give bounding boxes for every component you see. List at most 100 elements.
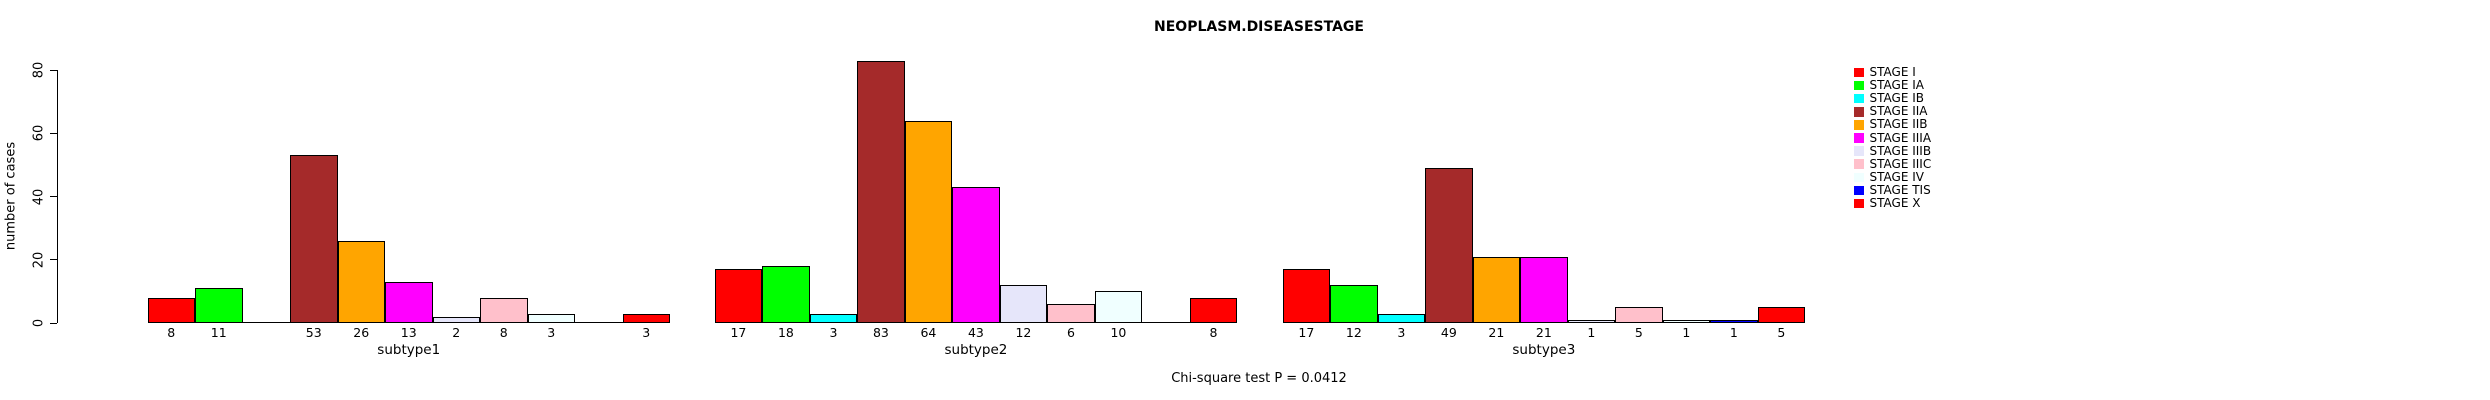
bar: [1330, 285, 1378, 323]
bar: [857, 60, 905, 323]
bar: [809, 313, 858, 323]
legend-swatch: [1854, 67, 1864, 78]
legend-swatch: [1854, 120, 1864, 130]
bar-value-label: 43: [967, 325, 984, 340]
bar-value-label: 2: [452, 325, 461, 340]
bar-value-label: 17: [730, 325, 747, 340]
bar: [1425, 168, 1473, 323]
legend-swatch: [1854, 133, 1864, 143]
legend-item: STAGE IV: [1854, 169, 1931, 184]
bar-value-label: 3: [1397, 325, 1406, 340]
zero-bar-line: [575, 322, 623, 323]
bar-value-label: 5: [1634, 325, 1643, 340]
bar: [432, 316, 480, 323]
bar-value-label: 21: [1488, 325, 1505, 340]
bar: [1282, 269, 1331, 323]
bar: [904, 120, 953, 323]
legend-label: STAGE TIS: [1869, 182, 1931, 197]
legend-swatch: [1854, 185, 1864, 196]
bar: [1094, 291, 1143, 323]
legend-item: STAGE IIIB: [1854, 143, 1932, 158]
bar: [1377, 313, 1426, 323]
bar: [1047, 304, 1095, 323]
bar-value-label: 64: [920, 325, 937, 340]
legend-item: STAGE IB: [1854, 92, 1931, 105]
bar-value-label: 21: [1535, 325, 1552, 340]
bar-value-label: 1: [1682, 325, 1691, 340]
bar: [527, 313, 575, 323]
bar: [1757, 307, 1806, 323]
bar: [1472, 256, 1521, 323]
bar-value-label: 18: [777, 325, 794, 340]
legend-item: STAGE X: [1854, 196, 1931, 210]
bar: [1662, 319, 1711, 323]
bar-value-label: 11: [210, 325, 227, 340]
bar-value-label: 8: [1209, 325, 1218, 340]
bar: [762, 266, 810, 323]
legend-item: STAGE TIS: [1854, 182, 1931, 197]
legend-swatch: [1854, 93, 1864, 104]
bar: [622, 313, 670, 323]
bar-value-label: 1: [1729, 325, 1738, 340]
y-tick: [50, 322, 57, 324]
legend-swatch: [1854, 146, 1864, 156]
bar: [337, 240, 385, 323]
group-label: subtype1: [377, 342, 441, 358]
legend-label: STAGE I: [1869, 65, 1916, 80]
legend-swatch: [1854, 172, 1864, 183]
legend-item: STAGE IIIC: [1854, 156, 1932, 171]
legend-label: STAGE IIIA: [1869, 130, 1932, 145]
bar: [1189, 297, 1238, 323]
y-axis-line: [57, 70, 58, 323]
legend-label: STAGE IB: [1869, 91, 1924, 106]
legend-item: STAGE I: [1854, 66, 1931, 79]
chi-square-note: Chi-square test P = 0.0412: [1171, 371, 1347, 386]
y-tick: [50, 259, 57, 261]
bar: [714, 269, 763, 323]
y-tick-label: 40: [31, 188, 47, 205]
group-label: subtype2: [944, 342, 1008, 358]
bar: [999, 285, 1048, 323]
bar: [195, 288, 243, 323]
bar: [1615, 307, 1663, 323]
bar-value-label: 13: [400, 325, 417, 340]
y-tick-label: 60: [31, 124, 47, 142]
bar: [290, 155, 338, 323]
bar: [1710, 319, 1758, 323]
bar-value-label: 26: [353, 325, 370, 340]
legend-label: STAGE IV: [1869, 169, 1924, 184]
legend-label: STAGE IA: [1869, 78, 1924, 93]
y-tick: [50, 196, 57, 197]
legend-item: STAGE IIIA: [1854, 131, 1931, 144]
legend-item: STAGE IIB: [1854, 118, 1931, 131]
bar-value-label: 83: [872, 325, 889, 340]
bar: [385, 281, 433, 323]
bar: [952, 187, 1000, 323]
y-tick: [50, 69, 57, 71]
bar-value-label: 53: [305, 325, 322, 340]
legend-item: STAGE IIA: [1854, 105, 1931, 118]
zero-bar-line: [242, 322, 290, 323]
bar: [1520, 256, 1568, 323]
legend-swatch: [1854, 80, 1864, 91]
bar: [147, 297, 195, 323]
legend-swatch: [1854, 198, 1864, 209]
legend-label: STAGE IIB: [1869, 117, 1928, 132]
legend-label: STAGE IIIB: [1869, 143, 1932, 158]
bar-value-label: 49: [1440, 325, 1457, 340]
bar: [480, 297, 528, 323]
bar-value-label: 10: [1110, 325, 1127, 340]
bar-value-label: 6: [1066, 325, 1075, 340]
y-tick-label: 0: [31, 318, 47, 328]
group-label: subtype3: [1512, 342, 1576, 358]
bar-value-label: 12: [1345, 325, 1362, 340]
bar-value-label: 1: [1587, 325, 1596, 340]
legend-label: STAGE IIIC: [1869, 156, 1932, 171]
bar-value-label: 8: [167, 325, 176, 340]
legend-item: STAGE IA: [1854, 79, 1931, 92]
legend-swatch: [1854, 107, 1864, 117]
bar-value-label: 3: [829, 325, 838, 340]
zero-bar-line: [1142, 322, 1190, 323]
bar-value-label: 8: [499, 325, 508, 340]
